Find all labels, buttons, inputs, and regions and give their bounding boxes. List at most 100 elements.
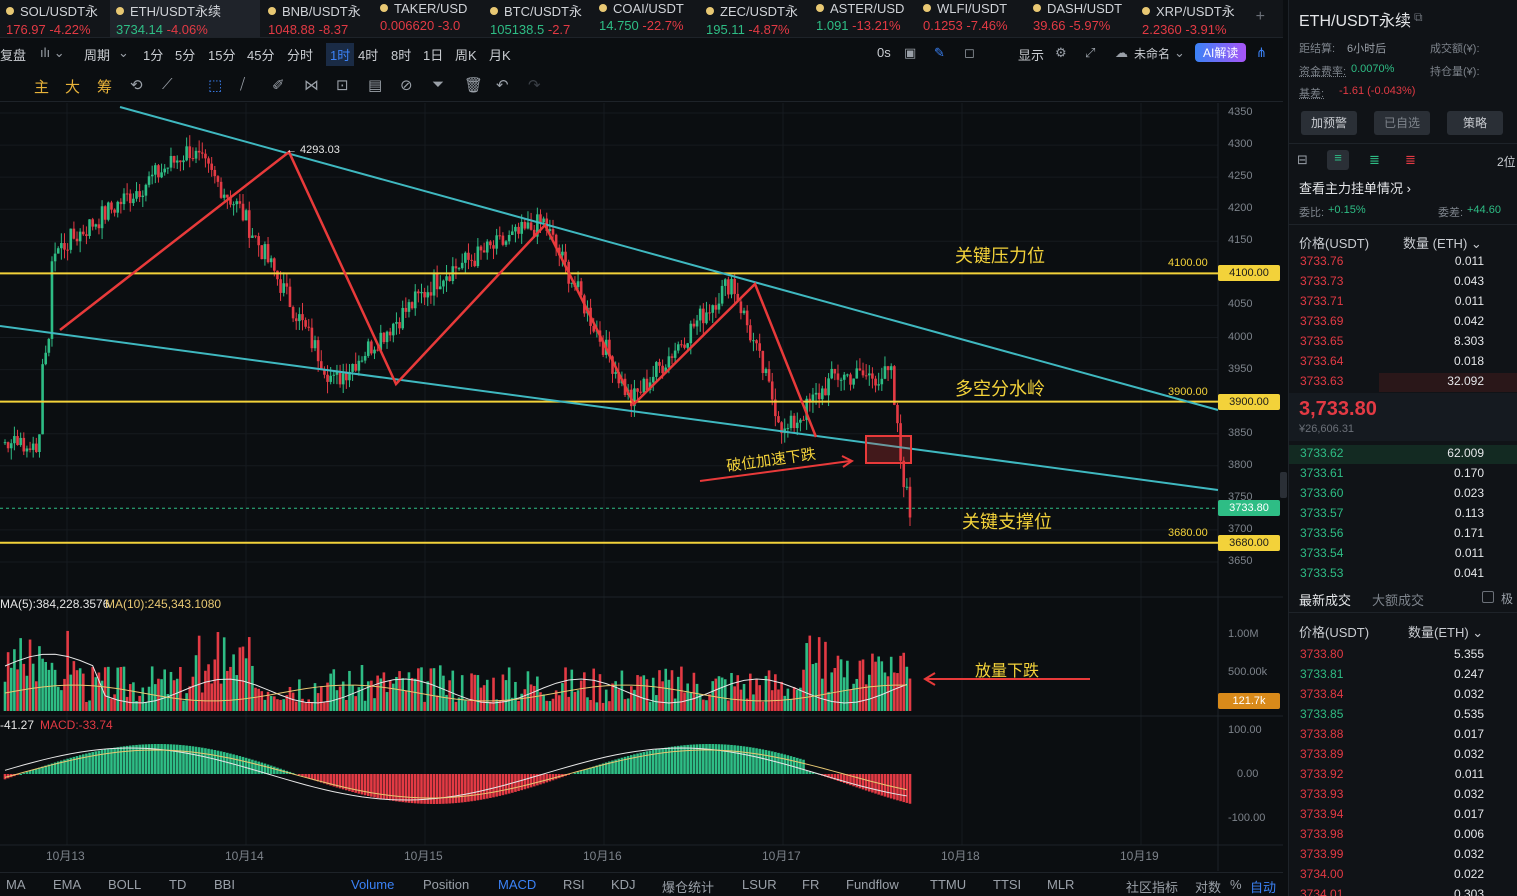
- ticker-tab[interactable]: DASH/USDT 39.66 -5.97%: [1027, 0, 1135, 37]
- ask-price[interactable]: 3733.73: [1300, 274, 1344, 288]
- line-tool-icon[interactable]: ⟋: [162, 76, 173, 93]
- price-chart[interactable]: ← 4293.03: [0, 103, 1283, 871]
- indicator-tab-13[interactable]: Fundflow: [846, 877, 899, 892]
- fullscreen-icon[interactable]: ⤢: [1085, 45, 1096, 60]
- indicator-tab-0[interactable]: MA: [6, 877, 26, 892]
- share-icon[interactable]: ⋔: [1256, 45, 1267, 60]
- sync-icon[interactable]: ⟲: [130, 77, 143, 94]
- book-qty-header[interactable]: 数量 (ETH) ⌄: [1403, 236, 1482, 251]
- trash-icon[interactable]: 🗑: [464, 77, 484, 94]
- bid-price[interactable]: 3733.62: [1300, 446, 1344, 460]
- lock-icon[interactable]: ⊡: [336, 77, 349, 94]
- ask-price[interactable]: 3733.71: [1300, 294, 1344, 308]
- timeframe-8[interactable]: 1日: [423, 48, 444, 63]
- pattern-icon[interactable]: ⋈: [304, 77, 319, 94]
- indicator-tab-1[interactable]: EMA: [53, 877, 82, 892]
- book-bids-icon[interactable]: ≣: [1369, 152, 1380, 167]
- add-alert-button[interactable]: 加预警: [1301, 111, 1357, 135]
- ticker-tab[interactable]: XRP/USDT永 2.2360 -3.91%: [1136, 0, 1244, 37]
- upper-trendline[interactable]: [119, 106, 1219, 411]
- redo-icon[interactable]: ↷: [528, 77, 541, 94]
- indicator-tab-6[interactable]: Position: [423, 877, 470, 892]
- gear-icon[interactable]: ⚙: [1055, 45, 1067, 60]
- large-order-toggle[interactable]: 大: [65, 79, 81, 96]
- ticker-tab[interactable]: SOL/USDT永 176.97 -4.22%: [0, 0, 108, 37]
- timeframe-5[interactable]: 1时: [326, 43, 355, 66]
- replay-button[interactable]: 复盘: [0, 48, 27, 63]
- panel-collapse-handle[interactable]: [1280, 472, 1287, 498]
- chart-type-icon[interactable]: ılı ⌄: [40, 45, 65, 60]
- indicator-tab-2[interactable]: BOLL: [108, 877, 142, 892]
- ticker-tab[interactable]: ETH/USDT永续 3734.14 -4.06%: [110, 0, 260, 37]
- ticker-tab[interactable]: BNB/USDT永 1048.88 -8.37: [262, 0, 370, 37]
- cursor-icon[interactable]: ⬚: [208, 77, 223, 94]
- timeframe-9[interactable]: 周K: [455, 48, 477, 63]
- bid-price[interactable]: 3733.57: [1300, 506, 1344, 520]
- ruler-icon[interactable]: ⧸: [240, 76, 246, 93]
- magnet-icon[interactable]: ⊘: [400, 77, 413, 94]
- note-icon[interactable]: ▤: [368, 77, 383, 94]
- indicator-tab-16[interactable]: MLR: [1047, 877, 1075, 892]
- tab-latest-trades[interactable]: 最新成交: [1299, 593, 1352, 608]
- layout-name[interactable]: 未命名: [1134, 47, 1171, 61]
- ticker-tab[interactable]: BTC/USDT永 105138.5 -2.7: [484, 0, 592, 37]
- indicator-tab-8[interactable]: RSI: [563, 877, 585, 892]
- timeframe-3[interactable]: 45分: [247, 48, 275, 63]
- ask-price[interactable]: 3733.65: [1300, 334, 1344, 348]
- ask-price[interactable]: 3733.69: [1300, 314, 1344, 328]
- indicator-tab-15[interactable]: TTSI: [993, 877, 1022, 892]
- indicator-tab-5[interactable]: Volume: [351, 877, 395, 892]
- ai-interpret-button[interactable]: AI解读: [1195, 43, 1247, 62]
- timeframe-10[interactable]: 月K: [489, 48, 511, 63]
- wave-zigzag[interactable]: [59, 150, 818, 438]
- ticker-tab[interactable]: ZEC/USDT永 195.11 -4.87%: [700, 0, 808, 37]
- camera-icon[interactable]: ▣: [904, 45, 917, 60]
- main-indicator-toggle[interactable]: 主: [34, 79, 50, 96]
- indicator-tab-7[interactable]: MACD: [498, 877, 537, 892]
- indicator-tab-14[interactable]: TTMU: [930, 877, 967, 892]
- indicator-tab-4[interactable]: BBI: [214, 877, 235, 892]
- breakdown-arrow[interactable]: [699, 460, 851, 482]
- ticker-tab[interactable]: ASTER/USD 1.091 -13.21%: [810, 0, 918, 37]
- bid-price[interactable]: 3733.54: [1300, 546, 1344, 560]
- timeframe-6[interactable]: 4时: [358, 48, 379, 63]
- bid-price[interactable]: 3733.56: [1300, 526, 1344, 540]
- period-dropdown[interactable]: 周期: [84, 48, 111, 63]
- ask-price[interactable]: 3733.63: [1300, 374, 1344, 388]
- indicator-tab-19[interactable]: %: [1230, 877, 1242, 892]
- tab-large-trades[interactable]: 大额成交: [1372, 593, 1425, 608]
- ask-price[interactable]: 3733.76: [1300, 254, 1344, 268]
- ticker-tab[interactable]: WLFI/USDT 0.1253 -7.46%: [917, 0, 1025, 37]
- info-icon[interactable]: ⧉: [1414, 10, 1423, 24]
- book-split-icon[interactable]: ≡: [1327, 150, 1349, 170]
- indicator-tab-10[interactable]: 爆仓统计: [662, 880, 715, 895]
- bid-price[interactable]: 3733.61: [1300, 466, 1344, 480]
- add-tab-icon[interactable]: +: [1255, 8, 1265, 25]
- pencil-icon[interactable]: ✎: [934, 45, 945, 60]
- indicator-tab-17[interactable]: 社区指标: [1126, 880, 1179, 895]
- brush-icon[interactable]: ✐: [272, 77, 285, 94]
- chip-toggle[interactable]: 筹: [97, 79, 113, 96]
- precision-dropdown[interactable]: 2位: [1497, 155, 1516, 169]
- indicator-tab-9[interactable]: KDJ: [611, 877, 636, 892]
- trade-qty-header[interactable]: 数量(ETH) ⌄: [1408, 625, 1484, 640]
- book-asks-icon[interactable]: ≣: [1405, 152, 1416, 167]
- indicator-tab-20[interactable]: 自动: [1250, 880, 1277, 895]
- book-both-icon[interactable]: ⊟: [1297, 152, 1308, 167]
- bid-price[interactable]: 3733.60: [1300, 486, 1344, 500]
- main-orders-link[interactable]: 查看主力挂单情况 ›: [1299, 181, 1411, 196]
- breakdown-box[interactable]: [865, 435, 912, 464]
- checkbox[interactable]: [1482, 591, 1494, 603]
- bid-price[interactable]: 3733.53: [1300, 566, 1344, 580]
- display-button[interactable]: 显示: [1018, 48, 1045, 63]
- timeframe-0[interactable]: 1分: [143, 48, 164, 63]
- ticker-tab[interactable]: COAI/USDT 14.750 -22.7%: [593, 0, 701, 37]
- timeframe-4[interactable]: 分时: [287, 48, 314, 63]
- chat-icon[interactable]: ◻: [964, 45, 975, 60]
- ask-price[interactable]: 3733.64: [1300, 354, 1344, 368]
- timeframe-2[interactable]: 15分: [208, 48, 236, 63]
- favorite-button[interactable]: 已自选: [1374, 111, 1430, 135]
- undo-icon[interactable]: ↶: [496, 77, 509, 94]
- timeframe-7[interactable]: 8时: [391, 48, 412, 63]
- indicator-tab-12[interactable]: FR: [802, 877, 820, 892]
